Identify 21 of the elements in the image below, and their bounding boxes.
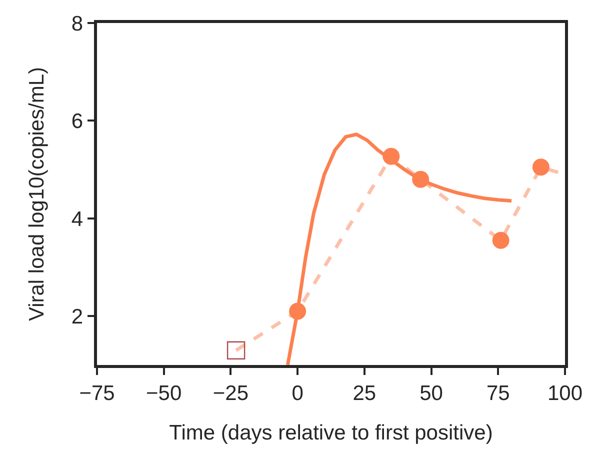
point <box>532 158 550 176</box>
x-tick-label: −75 <box>79 382 115 405</box>
y-tick-label: 6 <box>71 110 84 134</box>
x-tick-label: 25 <box>352 382 376 405</box>
y-tick-label: 2 <box>71 305 84 328</box>
point <box>289 302 306 320</box>
y-tick-label: 4 <box>71 208 84 231</box>
x-tick-label: 50 <box>420 382 443 405</box>
x-tick-label: 0 <box>292 382 304 405</box>
point <box>382 148 400 165</box>
y-tick-label: 8 <box>71 12 84 36</box>
point <box>492 232 510 249</box>
y-axis-title: Viral load log10(copies/mL) <box>26 66 48 322</box>
point <box>226 341 246 360</box>
x-tick-label: 100 <box>547 382 583 405</box>
x-tick-label: 75 <box>486 382 510 405</box>
x-tick-label: −25 <box>212 382 249 405</box>
x-tick-label: −50 <box>146 382 182 405</box>
line-series <box>286 132 514 365</box>
point <box>412 170 430 188</box>
x-axis-title: Time (days relative to first positive) <box>169 422 493 444</box>
